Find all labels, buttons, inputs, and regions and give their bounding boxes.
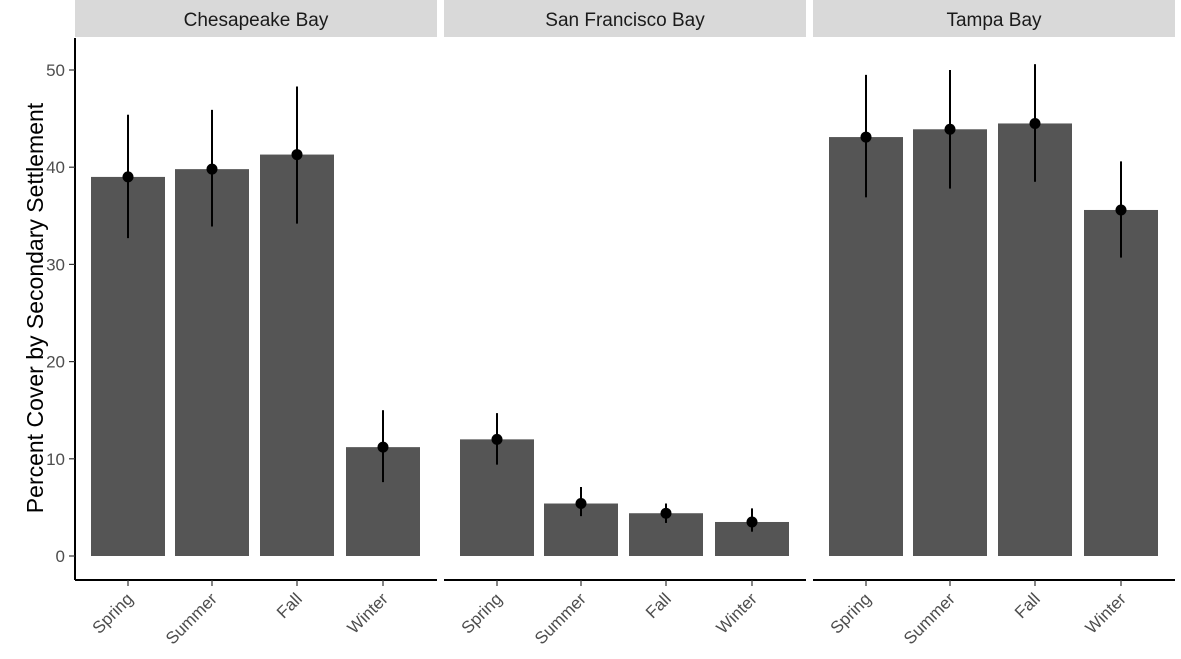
y-axis-label: Percent Cover by Secondary Settlement [22, 102, 48, 513]
x-tick-label: Winter [1082, 589, 1130, 637]
x-tick-label: Summer [531, 589, 590, 648]
x-tick-label: Spring [827, 589, 875, 637]
y-tick-label: 20 [46, 353, 65, 372]
mean-point [1029, 117, 1041, 129]
y-tick-label: 50 [46, 61, 65, 80]
facet-panel: Tampa Bay Spring Summer Fall Winter [813, 0, 1175, 648]
mean-point [377, 441, 389, 453]
x-tick-label: Summer [900, 589, 959, 648]
y-tick-label: 0 [56, 547, 65, 566]
x-tick-label: Winter [344, 589, 392, 637]
mean-point [291, 149, 303, 161]
x-tick-label: Spring [89, 589, 137, 637]
bar [91, 176, 165, 557]
facet-panels: 0 10 20 30 40 50 Chesapeake Bay Spring Summer Fal… [46, 0, 1175, 648]
facet-strip-label: Chesapeake Bay [184, 10, 329, 31]
bar [1084, 209, 1158, 556]
x-tick-label: Summer [162, 589, 221, 648]
mean-point [206, 163, 218, 175]
bar [175, 169, 249, 557]
x-tick-label: Fall [1011, 589, 1044, 622]
mean-point [122, 171, 134, 183]
y-tick-label: 10 [46, 450, 65, 469]
facet-strip-label: San Francisco Bay [545, 10, 705, 31]
mean-point [944, 123, 956, 135]
facet-panel: San Francisco Bay Spring Summer Fall Winter [444, 0, 806, 648]
facet-strip [75, 0, 437, 37]
bar [913, 129, 987, 557]
mean-point [660, 507, 672, 519]
x-tick-label: Winter [713, 589, 761, 637]
y-tick-label: 40 [46, 158, 65, 177]
mean-point [860, 131, 872, 143]
bar [829, 137, 903, 556]
mean-point [746, 516, 758, 528]
x-tick-label: Spring [458, 589, 506, 637]
mean-point [491, 433, 503, 445]
bar [998, 123, 1072, 557]
y-tick-label: 30 [46, 255, 65, 274]
facet-strip-label: Tampa Bay [946, 10, 1042, 31]
x-tick-label: Fall [642, 589, 675, 622]
mean-point [1115, 204, 1127, 216]
x-tick-label: Fall [273, 589, 306, 622]
mean-point [575, 498, 587, 510]
facet-panel: Chesapeake Bay Spring Summer Fall Winter [75, 0, 437, 648]
facet-strip [813, 0, 1175, 37]
facet-strip [444, 0, 806, 37]
